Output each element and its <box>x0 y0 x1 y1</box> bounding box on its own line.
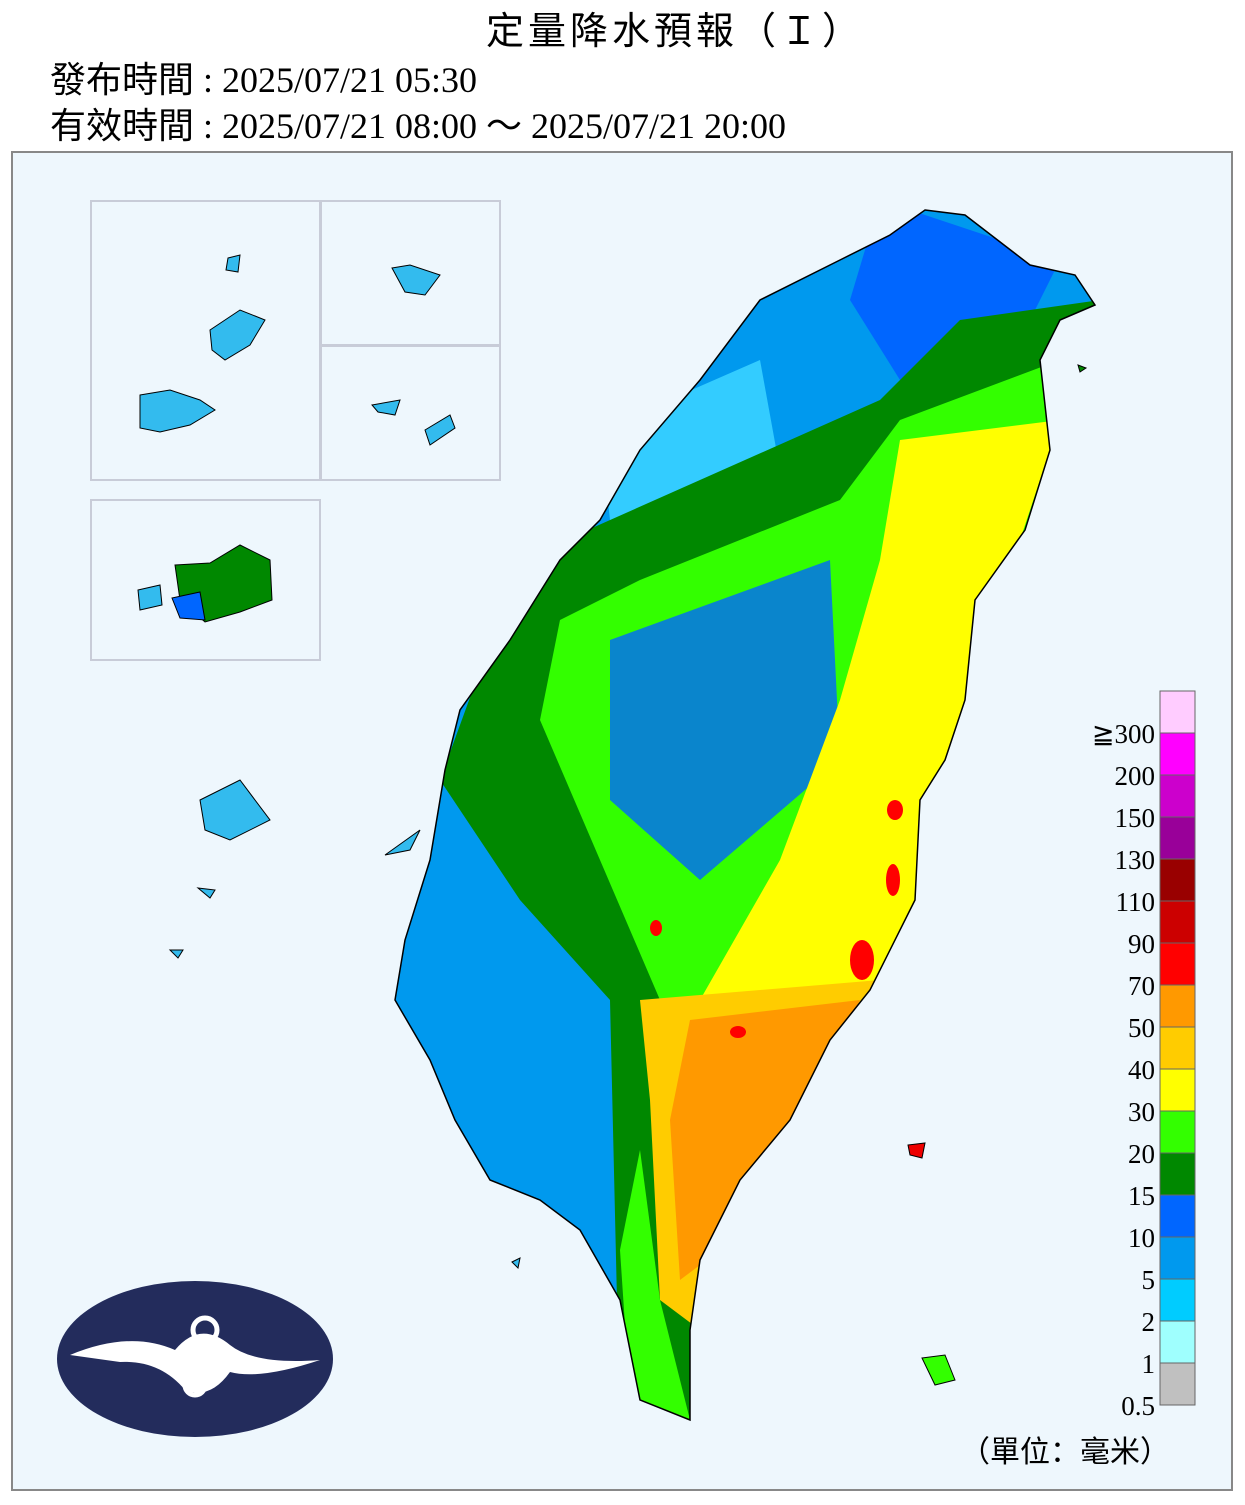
legend-label: 1 <box>1142 1349 1156 1379</box>
legend-label: 110 <box>1116 887 1156 917</box>
legend-swatch <box>1159 1194 1196 1238</box>
legend-swatch <box>1159 1068 1196 1112</box>
legend-swatch <box>1159 690 1196 734</box>
unit-label: （單位：毫米） <box>960 1436 1170 1469</box>
legend-label: 30 <box>1128 1097 1155 1127</box>
logo <box>57 1281 333 1437</box>
islands <box>137 254 1088 1386</box>
legend-label: 0.5 <box>1121 1391 1155 1421</box>
legend-label: ≧300 <box>1092 719 1155 749</box>
legend-swatch <box>1159 984 1196 1028</box>
legend-swatch <box>1159 816 1196 860</box>
legend-label: 5 <box>1142 1265 1156 1295</box>
legend-label: 130 <box>1115 845 1156 875</box>
legend-swatch <box>1159 1320 1196 1364</box>
legend-label: 10 <box>1128 1223 1155 1253</box>
legend-swatch <box>1159 1026 1196 1070</box>
legend-swatch <box>1159 1236 1196 1280</box>
title: 定量降水預報（Ｉ） <box>486 11 864 53</box>
legend-label: 20 <box>1128 1139 1155 1169</box>
legend-swatch <box>1159 1278 1196 1322</box>
legend-label: 90 <box>1128 929 1155 959</box>
legend-label: 15 <box>1128 1181 1155 1211</box>
legend-swatch <box>1159 1362 1196 1406</box>
legend-swatch <box>1159 732 1196 776</box>
legend-swatch <box>1159 1110 1196 1154</box>
legend-swatch <box>1159 858 1196 902</box>
legend: 0.5 1 2 5 10 15 20 30 40 50 70 90 110 130 150 200 ≧300 <box>1092 690 1196 1421</box>
legend-label: 70 <box>1128 971 1155 1001</box>
legend-swatch <box>1159 900 1196 944</box>
issue-time: 發布時間 : 2025/07/21 05:30 <box>50 60 477 100</box>
legend-swatch <box>1159 942 1196 986</box>
legend-label: 150 <box>1115 803 1156 833</box>
legend-label: 2 <box>1142 1307 1156 1337</box>
insets <box>90 200 501 661</box>
legend-swatch <box>1159 1152 1196 1196</box>
valid-time: 有效時間 : 2025/07/21 08:00 ～ 2025/07/21 20:… <box>50 106 786 146</box>
legend-swatch <box>1159 774 1196 818</box>
legend-label: 50 <box>1128 1013 1155 1043</box>
legend-label: 200 <box>1115 761 1156 791</box>
legend-label: 40 <box>1128 1055 1155 1085</box>
